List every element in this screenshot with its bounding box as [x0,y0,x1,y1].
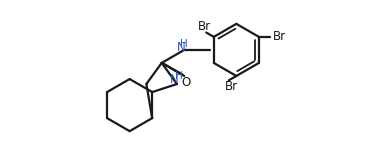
Text: H: H [175,71,182,81]
Text: N: N [176,40,185,53]
Text: Br: Br [225,80,238,93]
Text: Br: Br [273,30,286,43]
Text: O: O [181,76,190,89]
Text: N: N [170,73,179,86]
Text: H: H [180,39,188,49]
Text: Br: Br [198,20,212,33]
